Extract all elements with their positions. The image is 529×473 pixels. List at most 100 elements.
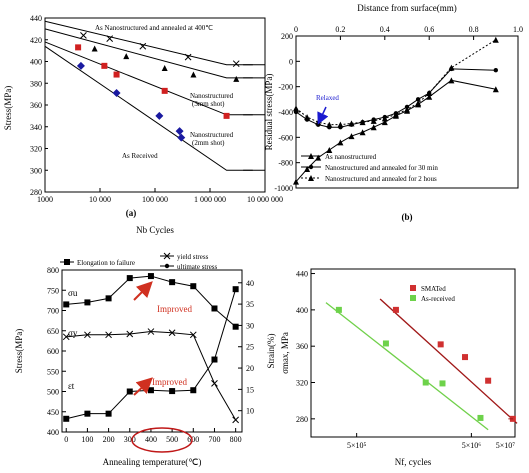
chart-c-xtick-label: 300 xyxy=(124,435,136,444)
chart-b-point xyxy=(415,100,422,107)
chart-c-y2tick-label: 30 xyxy=(246,321,254,330)
chart-b-point xyxy=(492,86,499,93)
chart-a-point xyxy=(175,127,184,136)
chart-c-legend-marker xyxy=(164,263,170,269)
chart-d-ytick-label: 360 xyxy=(296,342,308,351)
chart-b-marks: 0 0.2 0.4 0.6 0.8 1.02000-200-400-600-800-100… xyxy=(274,25,523,193)
chart-b-xtick-label: 0.6 xyxy=(424,25,434,34)
chart-d-point xyxy=(392,306,399,313)
chart-a-point xyxy=(76,61,85,70)
chart-b-point xyxy=(326,121,333,128)
chart-b-point xyxy=(348,120,355,127)
chart-a-point xyxy=(232,60,240,68)
chart-b-point xyxy=(337,121,344,128)
chart-b-series-line-3 xyxy=(295,39,497,126)
chart-b-ytick-label: -400 xyxy=(278,108,293,117)
chart-a-xtick-label: 100 000 xyxy=(142,195,168,204)
chart-b-point xyxy=(381,119,388,126)
chart-d-point xyxy=(439,380,446,387)
chart-d-ytick-label: 320 xyxy=(296,379,308,388)
chart-c-xtick-label: 500 xyxy=(166,435,178,444)
chart-b-legend-label: Nanostructured and annealed for 2 hous xyxy=(325,175,437,183)
chart-c-legend-marker xyxy=(64,259,70,265)
chart-d-fit-line-2 xyxy=(325,302,489,431)
chart-c-xtick-label: 200 xyxy=(103,435,115,444)
chart-d: 440 400 360 320 280 5×10⁵ 5×10⁶ 5×10⁷ SMATed As-… xyxy=(280,268,518,467)
chart-a-xtick-label: 1000 xyxy=(37,195,53,204)
chart-b-point xyxy=(359,129,366,136)
chart-b-legend-marker xyxy=(308,175,314,181)
chart-a-point xyxy=(223,112,230,119)
chart-b-relaxed-label: Relaxed xyxy=(316,94,339,102)
chart-a-point-stroke-b xyxy=(106,35,114,43)
chart-c-improved-arrow-2 xyxy=(133,377,153,396)
chart-b-ytick-label: 200 xyxy=(281,32,293,41)
chart-c-xtick-label: 100 xyxy=(81,435,93,444)
chart-b-point xyxy=(304,114,311,121)
chart-b-legend: As nanostructured Nanostructured and anne… xyxy=(301,153,438,183)
chart-a: 280 300 320 340 360 380 400 420 440 1000 10 000 100… xyxy=(3,14,283,235)
chart-d-marks: 440 400 360 320 280 5×10⁵ 5×10⁶ 5×10⁷ xyxy=(296,270,518,450)
chart-a-point xyxy=(91,45,98,52)
chart-a-panel-label: (a) xyxy=(126,208,137,218)
chart-d-plot-frame xyxy=(310,268,516,438)
chart-c-point-stroke-b xyxy=(211,380,218,387)
chart-a-point xyxy=(123,53,130,60)
chart-a-xtick-label: 10 000 xyxy=(89,195,111,204)
chart-c-y2label: Strain(%) xyxy=(266,334,276,369)
chart-c-ytick-label: 600 xyxy=(47,347,59,356)
chart-a-ytick-label: 360 xyxy=(30,101,42,110)
chart-a-annotation-2: Nanostructured xyxy=(190,92,234,100)
chart-a-point xyxy=(80,32,87,39)
chart-b-point xyxy=(293,178,299,185)
chart-a-point xyxy=(233,75,240,82)
chart-b-point xyxy=(448,77,455,84)
chart-c-y2tick-label: 15 xyxy=(246,385,254,394)
chart-d-fit-line-1 xyxy=(379,298,518,424)
chart-a-xtick-label: 1 000 000 xyxy=(194,195,226,204)
chart-c-xtick-label: 700 xyxy=(208,435,220,444)
chart-c-point xyxy=(126,275,133,282)
chart-b-point xyxy=(337,139,344,146)
chart-c-legend-label: ultimate stress xyxy=(177,263,218,271)
chart-c-point xyxy=(84,331,91,339)
chart-a-ytick-label: 300 xyxy=(30,166,42,175)
chart-b-panel-label: (b) xyxy=(402,212,413,222)
chart-a-fit-line-3 xyxy=(44,41,265,116)
chart-c-ytick-label: 650 xyxy=(47,327,59,336)
chart-a-ylabel: Stress(MPa) xyxy=(3,86,13,131)
chart-a-fit-line-2 xyxy=(44,28,265,79)
chart-c-xtick-label: 800 xyxy=(230,435,242,444)
chart-b-point xyxy=(304,166,311,172)
chart-b-xtick-label: 1.0 xyxy=(513,25,523,34)
chart-c-point xyxy=(84,299,91,306)
chart-c-point xyxy=(147,387,154,394)
chart-a-point xyxy=(190,71,197,78)
chart-c-xtick-label: 600 xyxy=(187,435,199,444)
chart-a-ytick-label: 420 xyxy=(30,36,42,45)
chart-a-point xyxy=(177,133,186,142)
chart-d-xtick-label: 5×10⁵ xyxy=(347,441,367,450)
chart-a-point xyxy=(101,62,108,69)
chart-c-sigma-u: σu xyxy=(68,288,78,298)
chart-d-legend-marker xyxy=(410,295,416,301)
chart-c-point-stroke-b xyxy=(168,329,176,337)
chart-c-xlabel: Annealing temperature(℃) xyxy=(103,457,202,467)
chart-d-legend-marker xyxy=(410,285,416,291)
chart-c-improved-1: Improved xyxy=(157,304,192,314)
chart-b-point xyxy=(448,64,455,71)
chart-c-point-stroke-b xyxy=(105,331,112,339)
chart-b-legend-label: As nanostructured xyxy=(325,153,377,161)
chart-c-y2tick-label: 40 xyxy=(246,279,254,288)
chart-a-plot-frame xyxy=(44,17,266,193)
chart-d-point xyxy=(477,414,484,421)
chart-d-point xyxy=(485,377,492,384)
chart-b-point xyxy=(326,147,333,153)
chart-b-ytick-label: -800 xyxy=(278,159,293,168)
chart-c-point xyxy=(232,286,239,293)
chart-a-xlabel: Nb Cycles xyxy=(136,225,174,235)
chart-b-xtick-label: 0.4 xyxy=(380,25,390,34)
chart-d-xtick-label: 5×10⁶ xyxy=(462,441,482,450)
chart-c-legend-marker-stroke-b xyxy=(163,252,171,260)
chart-a-annotation-1: As Nanostructured and annealed at 400℃ xyxy=(95,24,213,32)
